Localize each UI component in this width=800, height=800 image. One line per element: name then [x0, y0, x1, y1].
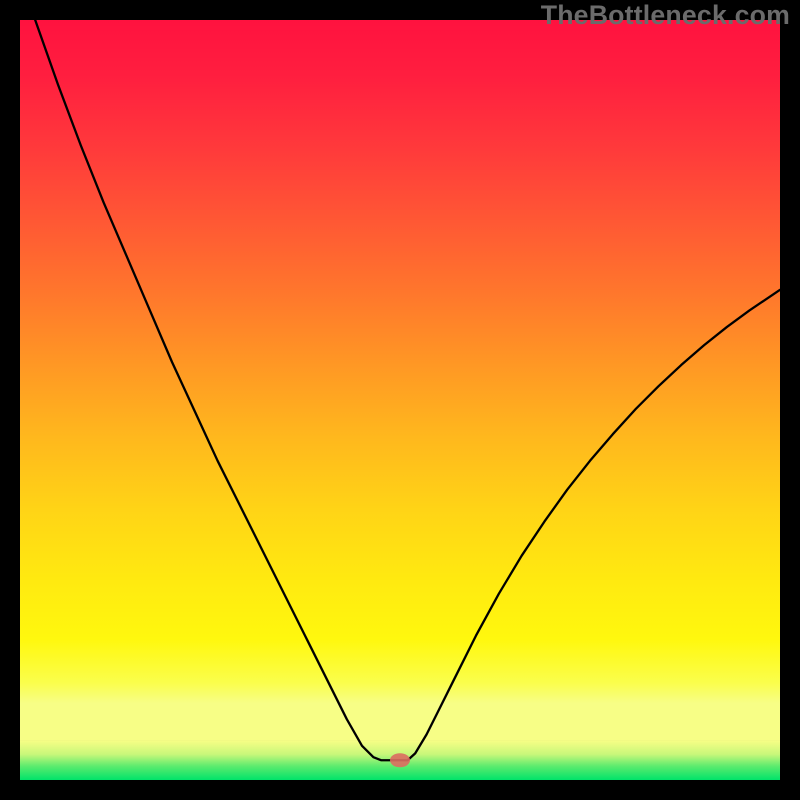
- watermark-text: TheBottleneck.com: [541, 0, 790, 31]
- optimal-point-marker: [390, 753, 410, 767]
- bottleneck-chart-svg: [0, 0, 800, 800]
- chart-canvas: TheBottleneck.com: [0, 0, 800, 800]
